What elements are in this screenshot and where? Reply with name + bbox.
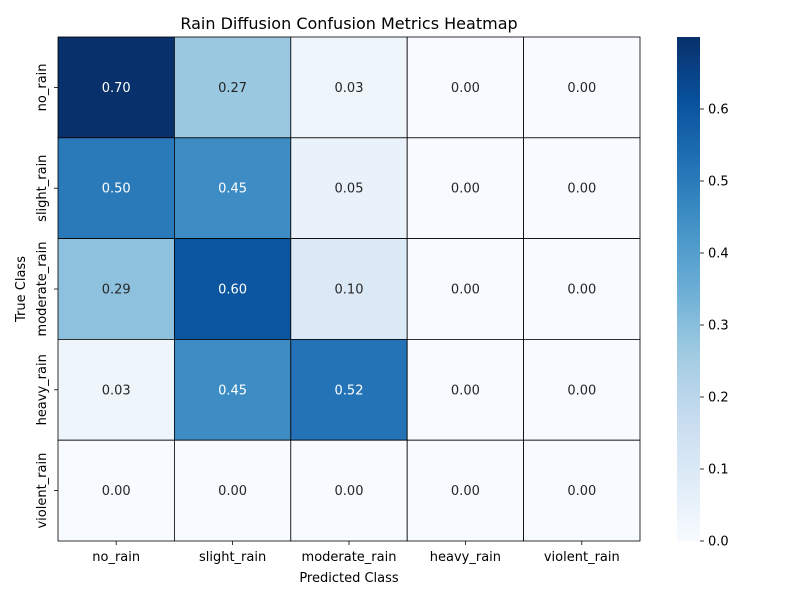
heatmap-cell-label: 0.29	[102, 283, 131, 298]
heatmap-cell-label: 0.03	[102, 383, 131, 398]
heatmap-cell-label: 0.00	[567, 484, 596, 499]
heatmap-cell-label: 0.00	[567, 383, 596, 398]
colorbar-tick-label: 0.0	[708, 535, 729, 550]
heatmap-cell	[523, 439, 641, 542]
heatmap-cell-label: 0.00	[335, 484, 364, 499]
heatmap-cells	[57, 36, 641, 542]
heatmap-cell-label: 0.00	[567, 182, 596, 197]
heatmap-cell-label: 0.45	[218, 182, 247, 197]
heatmap-cell-label: 0.70	[102, 81, 131, 96]
heatmap-cell	[57, 137, 175, 240]
heatmap-cell	[290, 36, 408, 139]
y-tick-label: heavy_rain	[35, 354, 50, 425]
colorbar-tick-label: 0.1	[708, 463, 729, 478]
colorbar-tick-label: 0.2	[708, 391, 729, 406]
heatmap-cell-label: 0.52	[335, 383, 364, 398]
heatmap-cell	[173, 238, 292, 340]
heatmap-cell	[523, 36, 641, 139]
heatmap-cell	[290, 137, 408, 240]
x-tick-label: no_rain	[92, 550, 140, 565]
heatmap-cell	[173, 338, 292, 441]
heatmap-cell	[173, 36, 292, 139]
heatmap-cell	[57, 439, 175, 542]
heatmap-cell	[523, 137, 641, 240]
heatmap-cell-label: 0.10	[335, 283, 364, 298]
heatmap-cell-label: 0.05	[335, 182, 364, 197]
heatmap-cell-label: 0.27	[218, 81, 247, 96]
heatmap-cell-label: 0.00	[451, 383, 480, 398]
heatmap-cell-label: 0.00	[451, 283, 480, 298]
heatmap-cell-label: 0.00	[567, 283, 596, 298]
heatmap-cell	[523, 238, 641, 340]
x-tick-label: heavy_rain	[430, 550, 501, 565]
y-tick-label: violent_rain	[35, 453, 50, 529]
heatmap-cell	[290, 439, 408, 542]
heatmap-cell-label: 0.45	[218, 383, 247, 398]
heatmap-cell	[523, 338, 641, 441]
colorbar-tick-label: 0.4	[708, 247, 729, 262]
colorbar-tick-label: 0.3	[708, 319, 729, 334]
colorbar	[677, 37, 700, 541]
heatmap-cell-label: 0.00	[102, 484, 131, 499]
heatmap-cell	[406, 36, 525, 139]
heatmap-cell	[57, 36, 175, 139]
chart-title: Rain Diffusion Confusion Metrics Heatmap	[180, 14, 517, 33]
heatmap-cell	[406, 238, 525, 340]
y-axis-label: True Class	[14, 256, 29, 323]
x-axis-ticks: no_rain slight_rain moderate_rain heavy_rai…	[92, 541, 620, 565]
x-tick-label: moderate_rain	[302, 550, 397, 565]
heatmap-cell	[290, 338, 408, 441]
colorbar-tick-label: 0.5	[708, 175, 729, 190]
heatmap-cell-label: 0.03	[335, 81, 364, 96]
colorbar-tick-label: 0.6	[708, 103, 729, 118]
heatmap-cell	[290, 238, 408, 340]
heatmap-cell-label: 0.50	[102, 182, 131, 197]
y-tick-label: slight_rain	[35, 155, 50, 222]
y-tick-label: no_rain	[35, 63, 50, 111]
heatmap-cell-label: 0.00	[218, 484, 247, 499]
heatmap-cell-label: 0.60	[218, 283, 247, 298]
y-axis-ticks: no_rain slight_rain moderate_rain heavy_rai…	[35, 63, 58, 529]
heatmap-cell	[173, 439, 292, 542]
heatmap-cell-label: 0.00	[567, 81, 596, 96]
heatmap-cell	[406, 338, 525, 441]
x-tick-label: violent_rain	[544, 550, 620, 565]
x-axis-label: Predicted Class	[299, 571, 399, 586]
heatmap-cell-label: 0.00	[451, 182, 480, 197]
heatmap-cell-label: 0.00	[451, 81, 480, 96]
x-tick-label: slight_rain	[199, 550, 266, 565]
heatmap-cell-labels: 0.70 0.27 0.03 0.00 0.00 0.50 0.45 0.05 0.00 0.00…	[102, 81, 597, 499]
heatmap-cell-label: 0.00	[451, 484, 480, 499]
y-tick-label: moderate_rain	[35, 242, 50, 337]
colorbar-ticks: 0.0 0.1 0.2 0.3 0.4 0.5 0.6	[700, 103, 729, 550]
